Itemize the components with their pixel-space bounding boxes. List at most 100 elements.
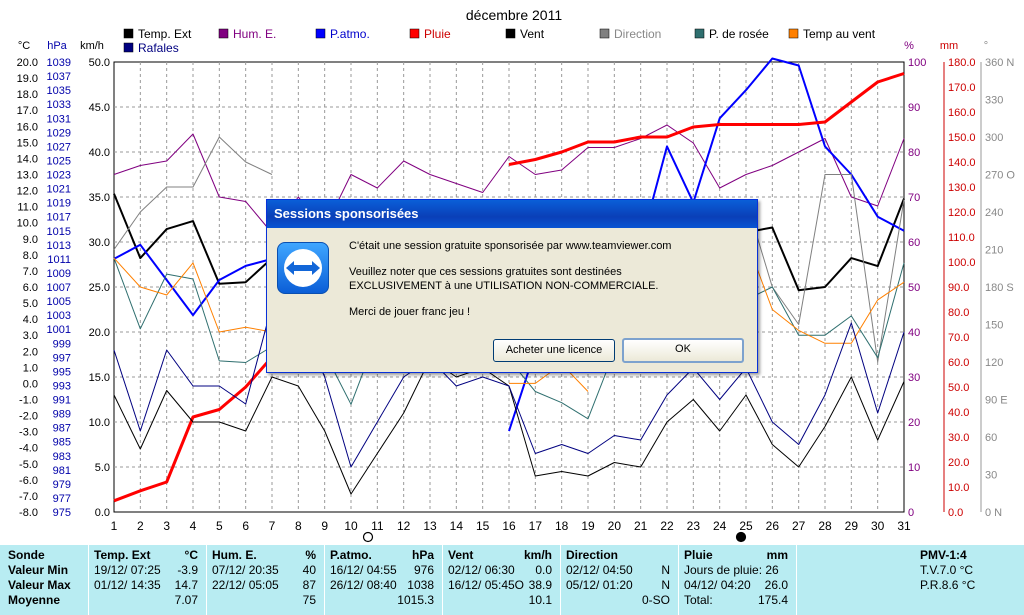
axis-tick-mm: 90.0 bbox=[948, 282, 969, 294]
axis-tick-mm: 40.0 bbox=[948, 407, 969, 419]
legend-label: Temp. Ext bbox=[138, 27, 192, 41]
series-line-rafales bbox=[113, 304, 905, 468]
axis-tick-pct: 70 bbox=[908, 192, 920, 204]
x-tick-label: 1 bbox=[111, 519, 118, 533]
axis-tick-hpa: 1019 bbox=[47, 198, 71, 210]
axis-tick-kmh: 15.0 bbox=[89, 372, 110, 384]
legend-label: P. de rosée bbox=[709, 27, 769, 41]
axis-tick-pct: 30 bbox=[908, 372, 920, 384]
moon-first-quarter-icon bbox=[362, 531, 374, 543]
x-tick-label: 5 bbox=[216, 519, 223, 533]
moon-new-icon bbox=[735, 531, 747, 543]
axis-tick-hpa: 1021 bbox=[47, 184, 71, 196]
axis-tick-degc: 1.0 bbox=[23, 362, 38, 374]
axis-tick-kmh: 20.0 bbox=[89, 327, 110, 339]
axis-tick-hpa: 985 bbox=[53, 437, 71, 449]
axis-tick-degc: -4.0 bbox=[19, 443, 38, 455]
axis-tick-mm: 150.0 bbox=[948, 132, 976, 144]
hum-title: Hum. E. bbox=[212, 548, 257, 562]
axis-tick-mm: 160.0 bbox=[948, 107, 976, 119]
axis-tick-deg: 240 bbox=[985, 207, 1003, 219]
hum-min-value: 40 bbox=[302, 563, 316, 577]
legend-label: P.atmo. bbox=[330, 27, 370, 41]
pluie-total-value: 175.4 bbox=[757, 593, 788, 607]
series-line-temp-au-vent bbox=[509, 363, 589, 392]
x-tick-label: 13 bbox=[423, 519, 437, 533]
axis-tick-mm: 180.0 bbox=[948, 57, 976, 69]
axis-tick-degc: 0.0 bbox=[23, 378, 38, 390]
axis-tick-degc: 20.0 bbox=[17, 57, 38, 69]
axis-tick-mm: 170.0 bbox=[948, 82, 976, 94]
x-tick-label: 28 bbox=[818, 519, 832, 533]
x-tick-label: 14 bbox=[450, 519, 464, 533]
axis-tick-degc: 4.0 bbox=[23, 314, 38, 326]
axis-tick-hpa: 1023 bbox=[47, 170, 71, 182]
axis-tick-degc: 8.0 bbox=[23, 250, 38, 262]
pluie-total-label: Total: bbox=[684, 593, 713, 607]
axis-tick-hpa: 1035 bbox=[47, 85, 71, 97]
patmo-max-date: 26/12/ 08:40 bbox=[330, 578, 397, 592]
axis-unit-label-deg: ° bbox=[984, 40, 988, 52]
vent-max-value: 38.9 bbox=[528, 578, 552, 592]
axis-tick-hpa: 1033 bbox=[47, 99, 71, 111]
axis-tick-kmh: 35.0 bbox=[89, 192, 110, 204]
axis-tick-mm: 20.0 bbox=[948, 457, 969, 469]
x-tick-label: 12 bbox=[397, 519, 411, 533]
axis-tick-mm: 0.0 bbox=[948, 507, 963, 519]
axis-tick-pct: 20 bbox=[908, 417, 920, 429]
axis-tick-hpa: 1015 bbox=[47, 226, 71, 238]
axis-tick-degc: 14.0 bbox=[17, 153, 38, 165]
axis-tick-deg: 270 O bbox=[985, 170, 1015, 182]
temp-unit: °C bbox=[184, 548, 198, 562]
axis-tick-degc: -1.0 bbox=[19, 395, 38, 407]
series-line-p-atmo- bbox=[113, 243, 273, 317]
pluie-rain-days: Jours de pluie: 26 bbox=[684, 563, 779, 577]
temp-min-value: -3.9 bbox=[177, 563, 198, 577]
stats-pmv-column: PMV-1:4 T.V.7.0 °C P.R.8.6 °C bbox=[900, 548, 1020, 593]
axis-tick-hpa: 1037 bbox=[47, 71, 71, 83]
axis-tick-mm: 50.0 bbox=[948, 382, 969, 394]
stats-vent-column: Vent km/h 02/12/ 06:30 0.0 16/12/ 05:45 O 38… bbox=[448, 548, 554, 608]
temp-title: Temp. Ext bbox=[94, 548, 151, 562]
axis-tick-deg: 150 bbox=[985, 320, 1003, 332]
axis-tick-hpa: 977 bbox=[53, 493, 71, 505]
stats-min-label: Valeur Min bbox=[8, 563, 69, 577]
axis-tick-hpa: 983 bbox=[53, 451, 71, 463]
dialog-line-3: EXCLUSIVEMENT à une UTILISATION NON-COMM… bbox=[349, 280, 659, 292]
axis-tick-degc: 17.0 bbox=[17, 105, 38, 117]
legend-swatch bbox=[505, 28, 516, 39]
buy-license-button[interactable]: Acheter une licence bbox=[493, 339, 615, 362]
axis-tick-mm: 110.0 bbox=[948, 232, 975, 244]
x-tick-label: 22 bbox=[660, 519, 674, 533]
axis-tick-kmh: 40.0 bbox=[89, 147, 110, 159]
axis-tick-hpa: 997 bbox=[53, 352, 71, 364]
hum-max-value: 87 bbox=[302, 578, 316, 592]
statistics-panel: Sonde Valeur Min Valeur Max Moyenne Temp… bbox=[0, 545, 1024, 615]
legend-swatch bbox=[123, 42, 134, 53]
axis-unit-label-mm: mm bbox=[940, 40, 958, 52]
vent-min-value: 0.0 bbox=[535, 563, 552, 577]
axis-tick-deg: 30 bbox=[985, 470, 997, 482]
dialog-line-2: Veuillez noter que ces sessions gratuite… bbox=[349, 266, 622, 278]
pluie-max-value: 26.0 bbox=[764, 578, 788, 592]
x-tick-label: 20 bbox=[608, 519, 622, 533]
ok-button[interactable]: OK bbox=[622, 338, 744, 363]
axis-tick-hpa: 1017 bbox=[47, 212, 71, 224]
dialog-body: C'était une session gratuite sponsorisée… bbox=[267, 228, 757, 372]
direction-avg-value: 0-SO bbox=[641, 593, 670, 607]
legend-label: Direction bbox=[614, 27, 661, 41]
dialog-line-4: Merci de jouer franc jeu ! bbox=[349, 306, 471, 318]
axis-tick-mm: 10.0 bbox=[948, 482, 969, 494]
axis-tick-degc: 12.0 bbox=[17, 186, 38, 198]
axis-tick-mm: 80.0 bbox=[948, 307, 969, 319]
axis-tick-pct: 90 bbox=[908, 102, 920, 114]
axis-tick-mm: 100.0 bbox=[948, 257, 976, 269]
axis-tick-hpa: 991 bbox=[53, 395, 71, 407]
x-tick-label: 7 bbox=[269, 519, 276, 533]
stats-title-label: Sonde bbox=[8, 548, 45, 562]
axis-tick-degc: -8.0 bbox=[19, 507, 38, 519]
series-line-pluie bbox=[508, 72, 905, 166]
axis-tick-mm: 140.0 bbox=[948, 157, 976, 169]
x-tick-label: 23 bbox=[687, 519, 701, 533]
